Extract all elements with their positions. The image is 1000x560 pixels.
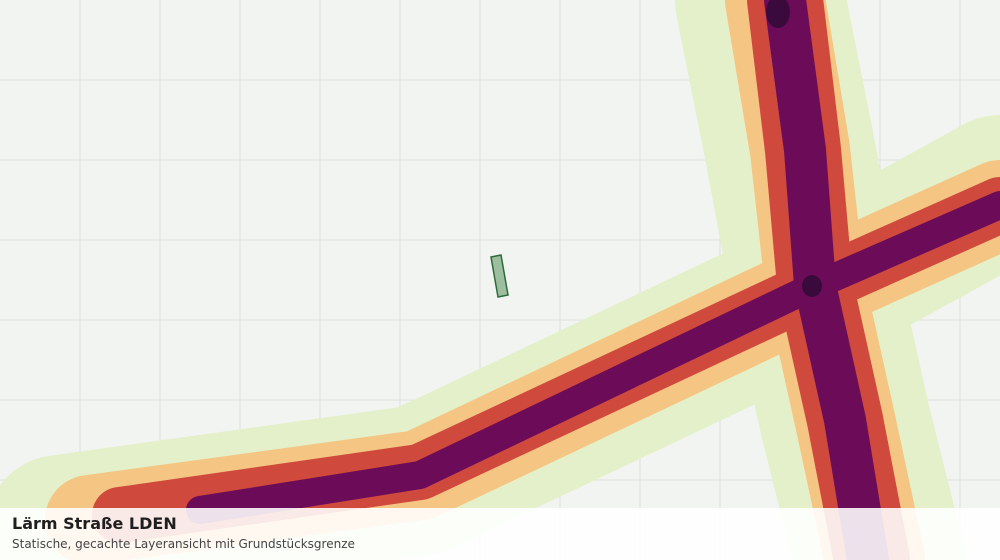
parcel-boundary [490, 254, 509, 298]
layer-title: Lärm Straße LDEN [12, 514, 177, 533]
layer-subtitle: Statische, gecachte Layeransicht mit Gru… [12, 537, 355, 551]
caption: Lärm Straße LDEN Statische, gecachte Lay… [0, 508, 1000, 560]
